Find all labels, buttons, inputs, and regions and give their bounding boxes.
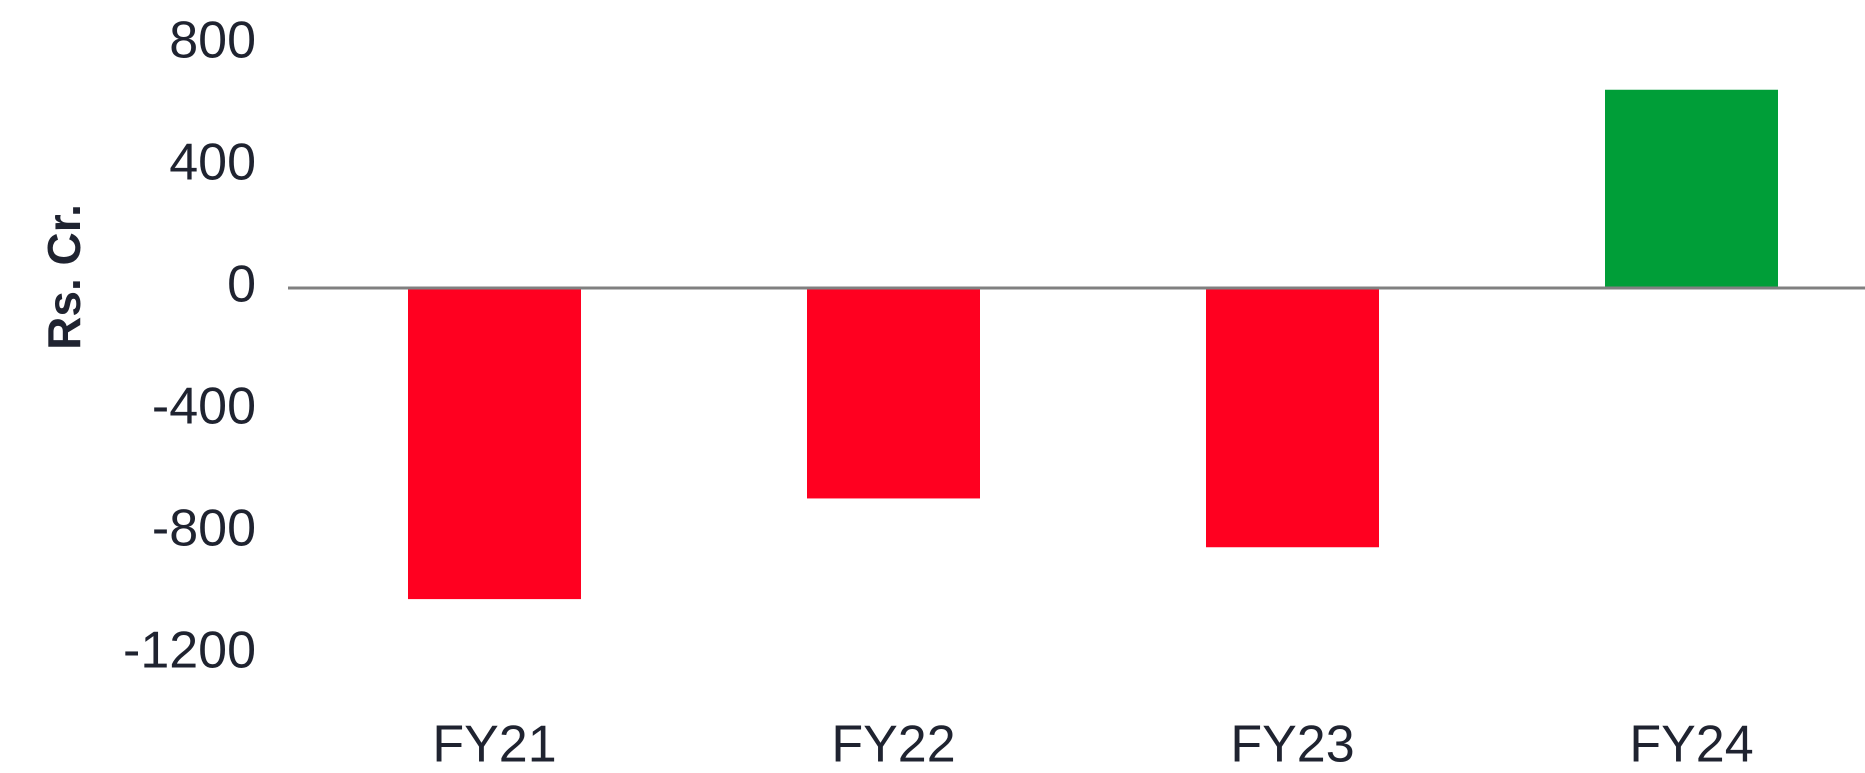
bar [807,288,980,499]
x-tick-label: FY22 [831,716,955,773]
y-tick-label: -800 [152,500,256,558]
y-tick-label: 400 [169,134,256,192]
y-tick-label: 0 [227,256,256,314]
y-tick-label: -400 [152,378,256,436]
y-tick-label: 800 [169,12,256,70]
x-tick-label: FY21 [432,716,556,773]
bar [1206,288,1379,548]
y-axis-label: Rs. Cr. [38,204,90,350]
x-tick-label: FY24 [1629,716,1753,773]
y-tick-label: -1200 [123,622,256,680]
bar [408,288,581,600]
bar [1605,89,1778,288]
x-tick-label: FY23 [1230,716,1354,773]
